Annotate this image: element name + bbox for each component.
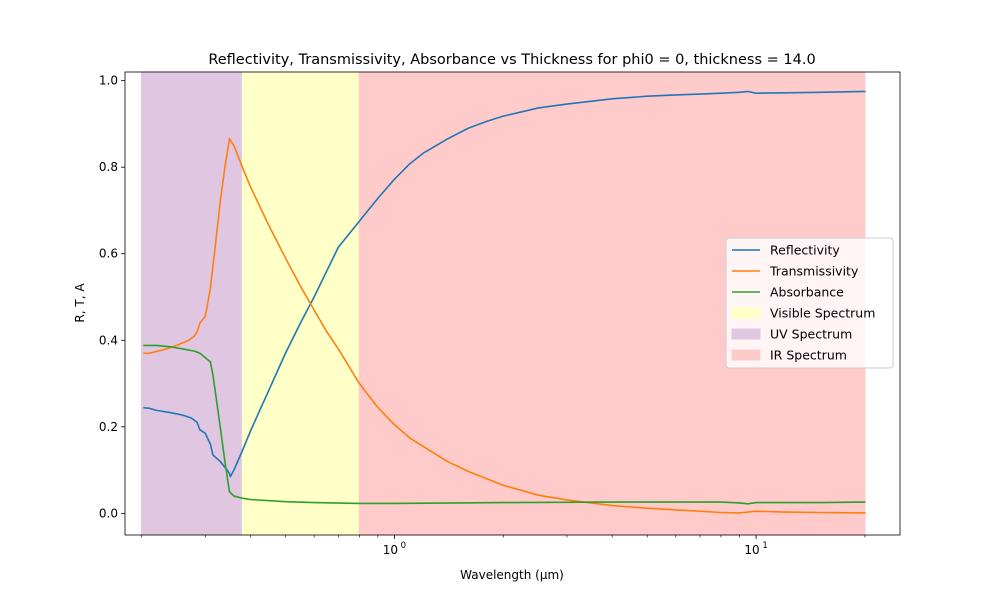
series-line-reflectivity bbox=[143, 90, 866, 478]
span-uv-spectrum bbox=[141, 71, 243, 536]
chart-title: Reflectivity, Transmissivity, Absorbance… bbox=[208, 52, 815, 68]
plot-frame bbox=[124, 71, 901, 536]
y-tick-label: 0.2 bbox=[99, 420, 118, 434]
legend-label-transmissivity: Transmissivity bbox=[769, 264, 859, 279]
legend-label-uv-spectrum: UV Spectrum bbox=[770, 327, 852, 342]
x-tick-label: 10 bbox=[383, 543, 398, 557]
x-axis-label: Wavelength (μm) bbox=[460, 568, 564, 582]
legend-box bbox=[725, 237, 894, 369]
y-tick-label: 0.8 bbox=[99, 160, 118, 174]
legend-label-ir-spectrum: IR Spectrum bbox=[770, 348, 847, 363]
legend-label-visible-spectrum: Visible Spectrum bbox=[770, 306, 875, 321]
y-tick-label: 0.4 bbox=[99, 333, 118, 347]
spectrum-spans bbox=[141, 71, 866, 536]
x-tick-label: 10 bbox=[744, 543, 759, 557]
legend-label-reflectivity: Reflectivity bbox=[770, 243, 840, 258]
y-axis-ticks: 0.0 0.2 0.4 0.6 0.8 1.0 bbox=[99, 74, 125, 520]
span-visible-spectrum bbox=[241, 71, 360, 536]
legend-swatch-ir-spectrum bbox=[731, 349, 761, 361]
legend-swatch-visible-spectrum bbox=[731, 307, 761, 319]
y-tick-label: 0.0 bbox=[99, 506, 118, 520]
x-tick-exponent: 0 bbox=[401, 541, 406, 551]
x-axis-ticks: 10 0 10 1 bbox=[141, 535, 866, 557]
legend-swatch-uv-spectrum bbox=[731, 328, 761, 340]
y-tick-label: 1.0 bbox=[99, 74, 118, 88]
series-lines bbox=[143, 90, 866, 514]
x-tick-exponent: 1 bbox=[762, 541, 767, 551]
legend: Reflectivity Transmissivity Absorbance Visi… bbox=[725, 237, 894, 369]
y-axis-label: R, T, A bbox=[73, 283, 87, 323]
legend-entries: Reflectivity Transmissivity Absorbance Visi… bbox=[731, 243, 875, 363]
y-tick-label: 0.6 bbox=[99, 247, 118, 261]
series-line-absorbance bbox=[143, 344, 866, 505]
legend-label-absorbance: Absorbance bbox=[770, 285, 844, 300]
series-line-transmissivity bbox=[143, 137, 866, 514]
